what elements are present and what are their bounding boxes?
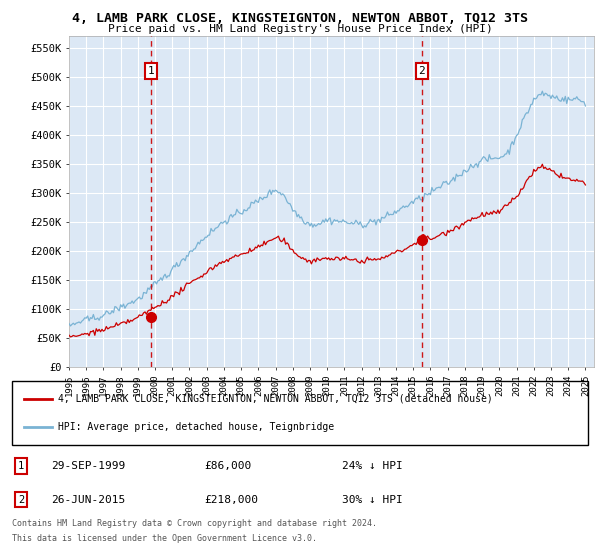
Text: 4, LAMB PARK CLOSE, KINGSTEIGNTON, NEWTON ABBOT, TQ12 3TS: 4, LAMB PARK CLOSE, KINGSTEIGNTON, NEWTO… [72, 12, 528, 25]
Text: Contains HM Land Registry data © Crown copyright and database right 2024.: Contains HM Land Registry data © Crown c… [12, 519, 377, 528]
Text: 1: 1 [18, 461, 24, 471]
Text: £86,000: £86,000 [204, 461, 251, 471]
Text: This data is licensed under the Open Government Licence v3.0.: This data is licensed under the Open Gov… [12, 534, 317, 543]
Text: 4, LAMB PARK CLOSE, KINGSTEIGNTON, NEWTON ABBOT, TQ12 3TS (detached house): 4, LAMB PARK CLOSE, KINGSTEIGNTON, NEWTO… [58, 394, 493, 404]
Text: 30% ↓ HPI: 30% ↓ HPI [342, 494, 403, 505]
Text: HPI: Average price, detached house, Teignbridge: HPI: Average price, detached house, Teig… [58, 422, 334, 432]
Text: 26-JUN-2015: 26-JUN-2015 [51, 494, 125, 505]
Text: 2: 2 [418, 66, 425, 76]
Text: £218,000: £218,000 [204, 494, 258, 505]
Text: 29-SEP-1999: 29-SEP-1999 [51, 461, 125, 471]
Text: 1: 1 [148, 66, 154, 76]
Text: 24% ↓ HPI: 24% ↓ HPI [342, 461, 403, 471]
Text: Price paid vs. HM Land Registry's House Price Index (HPI): Price paid vs. HM Land Registry's House … [107, 24, 493, 34]
Text: 2: 2 [18, 494, 24, 505]
